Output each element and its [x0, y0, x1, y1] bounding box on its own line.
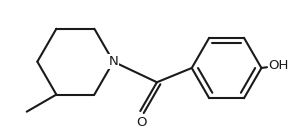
Text: OH: OH: [268, 59, 288, 72]
Text: N: N: [108, 55, 118, 68]
Text: O: O: [136, 116, 146, 129]
